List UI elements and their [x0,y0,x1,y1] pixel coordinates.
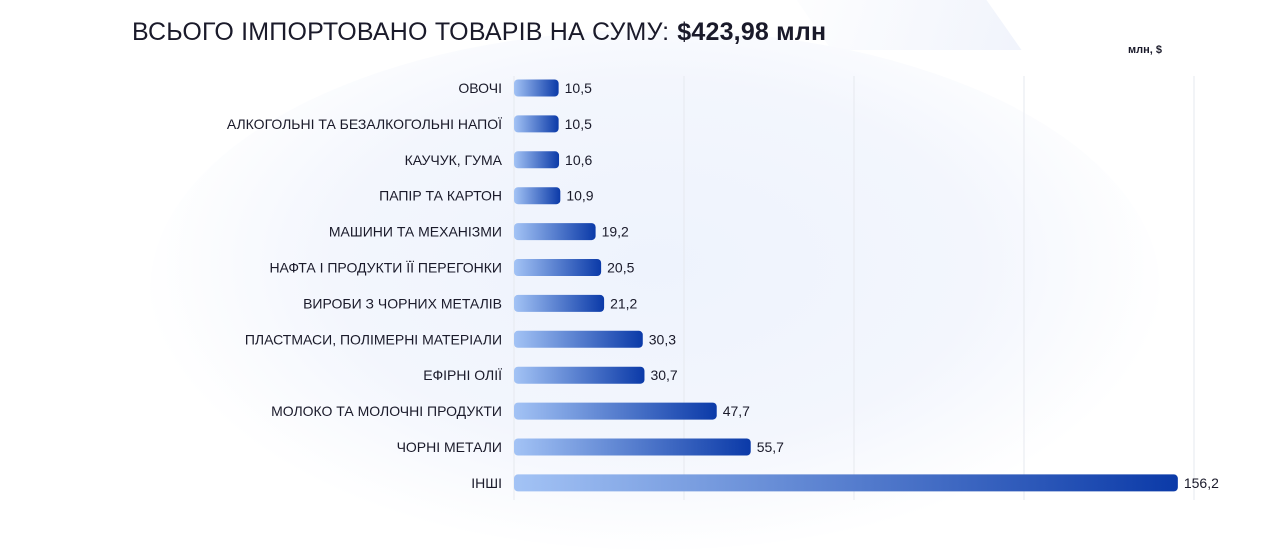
bar [514,79,559,97]
page-title: ВСЬОГО ІМПОРТОВАНО ТОВАРІВ НА СУМУ: $423,… [132,14,826,50]
category-label: ПЛАСТМАСИ, ПОЛІМЕРНІ МАТЕРІАЛИ [245,331,502,347]
bar-chart: ОВОЧІ 10,5 АЛКОГОЛЬНІ ТА БЕЗАЛКОГОЛЬНІ НАП… [227,76,1219,500]
unit-label: млн, $ [1128,44,1162,56]
value-label: 47,7 [723,403,750,419]
value-label: 10,6 [565,152,592,168]
bar [514,474,1178,492]
category-label: ПАПІР ТА КАРТОН [379,188,502,204]
value-label: 156,2 [1184,475,1219,491]
bar [514,438,751,456]
bar [514,223,596,241]
value-label: 55,7 [757,439,784,455]
bar [514,294,605,312]
value-label: 20,5 [607,260,634,276]
bar [514,187,561,205]
value-label: 21,2 [610,295,637,311]
value-label: 19,2 [602,224,629,240]
title-prefix: ВСЬОГО ІМПОРТОВАНО ТОВАРІВ НА СУМУ: [132,18,670,46]
chart-grid [513,76,1195,500]
value-label: 30,3 [649,331,676,347]
category-label: ЧОРНІ МЕТАЛИ [397,439,502,455]
bar [514,259,602,276]
value-label: 10,5 [565,116,592,132]
bar [514,115,559,133]
background-glow [150,30,1160,550]
category-label: АЛКОГОЛЬНІ ТА БЕЗАЛКОГОЛЬНІ НАПОЇ [227,116,502,132]
category-label: ІНШІ [471,475,502,491]
bar [514,366,645,384]
category-label: НАФТА І ПРОДУКТИ ЇЇ ПЕРЕГОНКИ [269,260,502,276]
category-label: ЕФІРНІ ОЛІЇ [423,367,502,383]
value-label: 10,5 [565,80,592,96]
category-label: МОЛОКО ТА МОЛОЧНІ ПРОДУКТИ [271,403,502,419]
category-label: ВИРОБИ З ЧОРНИХ МЕТАЛІВ [303,295,502,311]
value-label: 10,9 [566,188,593,204]
bar [514,330,643,348]
value-label: 30,7 [650,367,677,383]
category-label: МАШИНИ ТА МЕХАНІЗМИ [329,224,502,240]
bar [514,151,560,169]
title-amount: $423,98 млн [677,18,827,46]
category-label: КАУЧУК, ГУМА [405,152,503,168]
chart-bars: ОВОЧІ 10,5 АЛКОГОЛЬНІ ТА БЕЗАЛКОГОЛЬНІ НАП… [227,79,1219,492]
category-label: ОВОЧІ [458,80,502,96]
bar [514,402,717,420]
